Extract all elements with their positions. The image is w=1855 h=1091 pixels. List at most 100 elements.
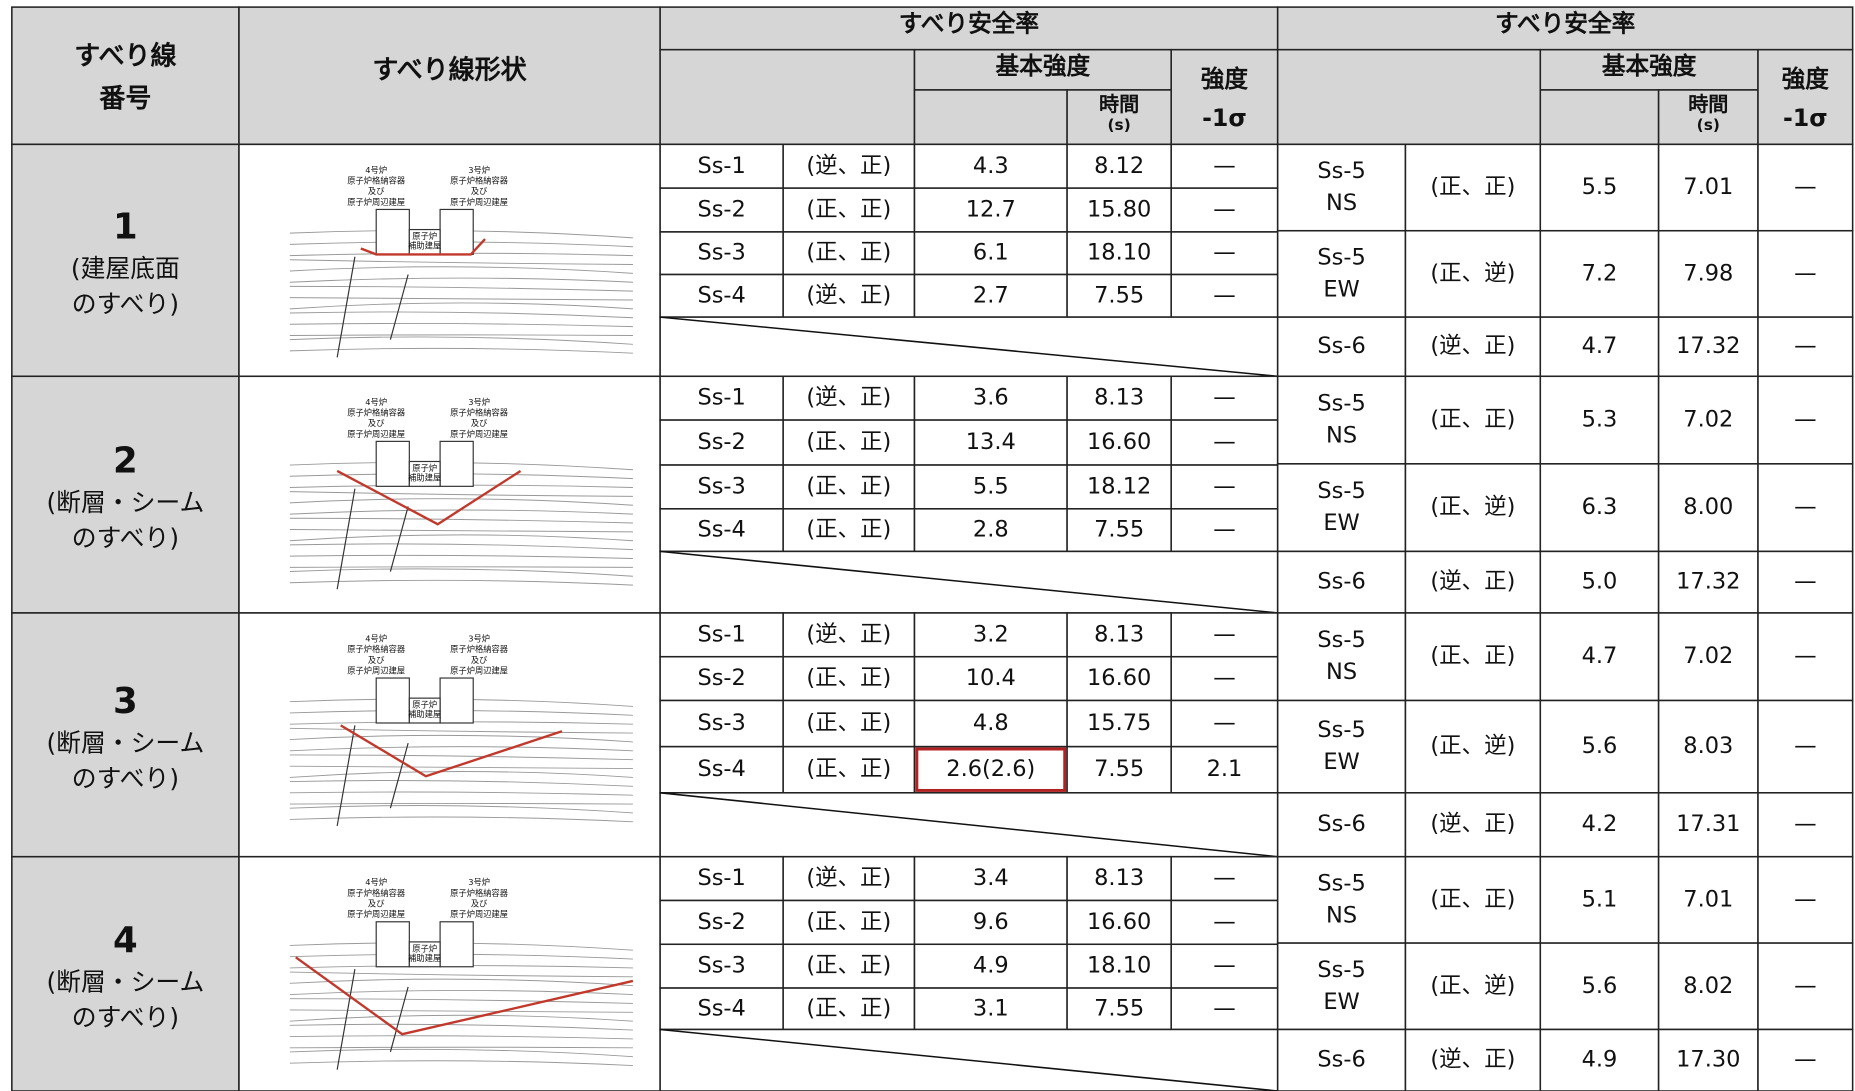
fault-line [389,742,409,809]
sketch-label: 3号炉 [468,877,490,887]
header-text: すべり安全率 [1495,9,1635,37]
cell [782,464,916,510]
cell-text: 5.5 [973,473,1009,499]
cell-text: Ss-4 [697,756,745,782]
cell-text: (逆、正) [1430,569,1515,595]
slip-line [336,469,522,526]
group-number: 2 [113,441,138,482]
cell-text: — [1213,865,1235,891]
building [408,228,441,256]
cell [913,612,1068,658]
cell [913,419,1068,466]
cell [782,143,916,189]
header-text: 強度 [1201,65,1249,93]
cell [913,745,1068,794]
cell-text: Ss-4 [697,995,745,1021]
building [375,440,410,487]
stratum-line [289,491,633,497]
cell [1066,855,1172,902]
cell-text: Ss-5 [1317,478,1365,504]
sketch-label: 及び [471,899,488,909]
cell [913,508,1068,553]
header-text: (s) [1697,116,1720,134]
header-cell [913,89,1068,146]
cell-text: (逆、正) [806,385,891,411]
group-description: (断層・シーム [46,728,204,757]
header-text: すべり線形状 [372,54,527,85]
cell [913,987,1068,1031]
cell-text: Ss-5 [1317,391,1365,417]
cell-text: Ss-3 [697,710,745,736]
cell-text: Ss-6 [1317,811,1365,837]
header-text: 基本強度 [1602,52,1697,80]
cell [1757,612,1854,702]
cell-text: — [1794,333,1816,359]
cell-text: 12.7 [966,197,1016,223]
group-number: 4 [113,920,138,961]
cell [913,375,1068,421]
cell-text: — [1213,710,1235,736]
cell-text: EW [1323,749,1359,775]
slip-line [360,238,486,256]
stratum-line [289,734,633,743]
cell-text: 8.13 [1094,865,1144,891]
header-text: -1σ [1783,104,1828,132]
cell-text: (正、正) [806,995,891,1021]
cell-text: — [1213,429,1235,455]
header-text: 時間 [1688,92,1728,116]
cell [659,419,784,466]
header-cell [1657,89,1759,146]
cell [659,508,784,553]
cell-text: — [1794,494,1816,520]
cell [1066,143,1172,189]
cell-text: 3.2 [973,621,1009,647]
sketch-label: 及び [471,186,488,196]
cell [782,612,916,658]
cell-text: 5.6 [1582,973,1618,999]
stratum-line [289,754,633,761]
sketch-cell [238,855,661,1091]
cell-text: 7.01 [1683,886,1733,912]
cell-text: 7.02 [1683,643,1733,669]
cell-text: 7.55 [1094,517,1144,543]
diagonal-line [660,1028,1278,1091]
cell-text: 2.8 [973,517,1009,543]
cell [1170,987,1279,1031]
sketch-label: 原子炉 [412,463,437,473]
cell-text: 8.13 [1094,621,1144,647]
cell-text: 7.55 [1094,282,1144,308]
cell-text: 5.5 [1582,174,1618,200]
sketch-label: 及び [471,418,488,428]
cell [782,655,916,702]
cell-text: 18.10 [1087,240,1151,266]
header-cell [238,6,661,146]
cell-text: 5.6 [1582,733,1618,759]
cell-text: 8.00 [1683,494,1733,520]
cell [1170,464,1279,510]
cell [1170,612,1279,658]
cell-text: (正、正) [806,953,891,979]
cell-text: (正、正) [806,240,891,266]
fault-line [336,256,356,358]
sketch-label: 原子炉周辺建屋 [347,909,405,919]
cell-text: 2.7 [973,282,1009,308]
building [439,440,474,487]
cell-text: (正、逆) [1430,260,1515,286]
cell-text: (正、正) [806,429,891,455]
cell [1657,942,1759,1031]
cell-text: (逆、正) [806,153,891,179]
cell [659,187,784,233]
stratum-line [289,566,633,568]
sketch-label: 原子炉周辺建屋 [347,665,405,675]
cell-text: 4.8 [973,710,1009,736]
cell-text: 18.12 [1087,473,1151,499]
sketch-label: 原子炉格納容器 [347,176,406,186]
stratum-line [289,568,633,577]
stratum-line [289,517,633,524]
cell-text: (正、正) [806,756,891,782]
cell-text: 4.2 [1582,811,1618,837]
cell-text: 4.3 [973,153,1009,179]
cell [1066,745,1172,794]
cell [913,655,1068,702]
